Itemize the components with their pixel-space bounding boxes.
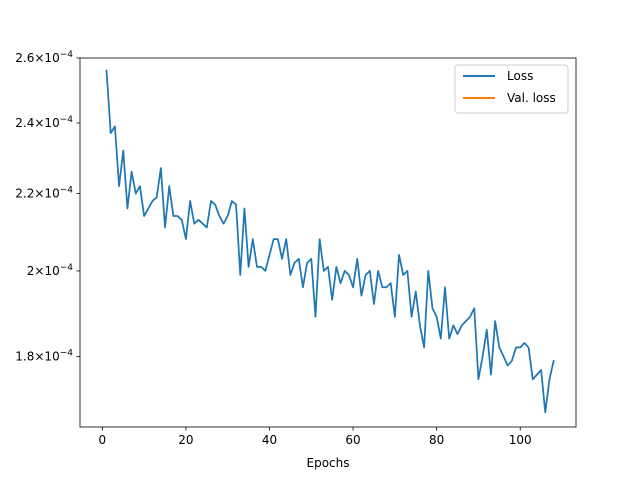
plot-area: [80, 58, 576, 427]
series-line-loss: [105, 69, 555, 414]
y-tick-label: 2×10−4: [27, 263, 74, 278]
x-tick-label: 60: [345, 433, 360, 447]
axes-frame: [79, 57, 577, 428]
x-tick-label: 0: [99, 433, 107, 447]
x-tick-label: 100: [509, 433, 532, 447]
x-tick-label: 80: [429, 433, 444, 447]
y-tick-label: 2.2×10−4: [15, 186, 73, 201]
axes-background: [80, 58, 576, 427]
y-tick-label: 2.4×10−4: [15, 115, 73, 130]
legend-label-loss: Loss: [507, 69, 533, 83]
x-tick-label: 20: [178, 433, 193, 447]
axes: 0 20 40 60 80 100 1.8×10−4 2×10−4 2.2×10−4 2.4×10…: [15, 50, 577, 447]
legend-label-val-loss: Val. loss: [507, 91, 556, 105]
x-axis-label: Epochs: [307, 456, 350, 470]
legend: Loss Val. loss: [454, 64, 569, 114]
x-tick-label: 40: [262, 433, 277, 447]
y-tick-label: 2.6×10−4: [15, 50, 73, 65]
y-tick-label: 1.8×10−4: [15, 348, 73, 363]
